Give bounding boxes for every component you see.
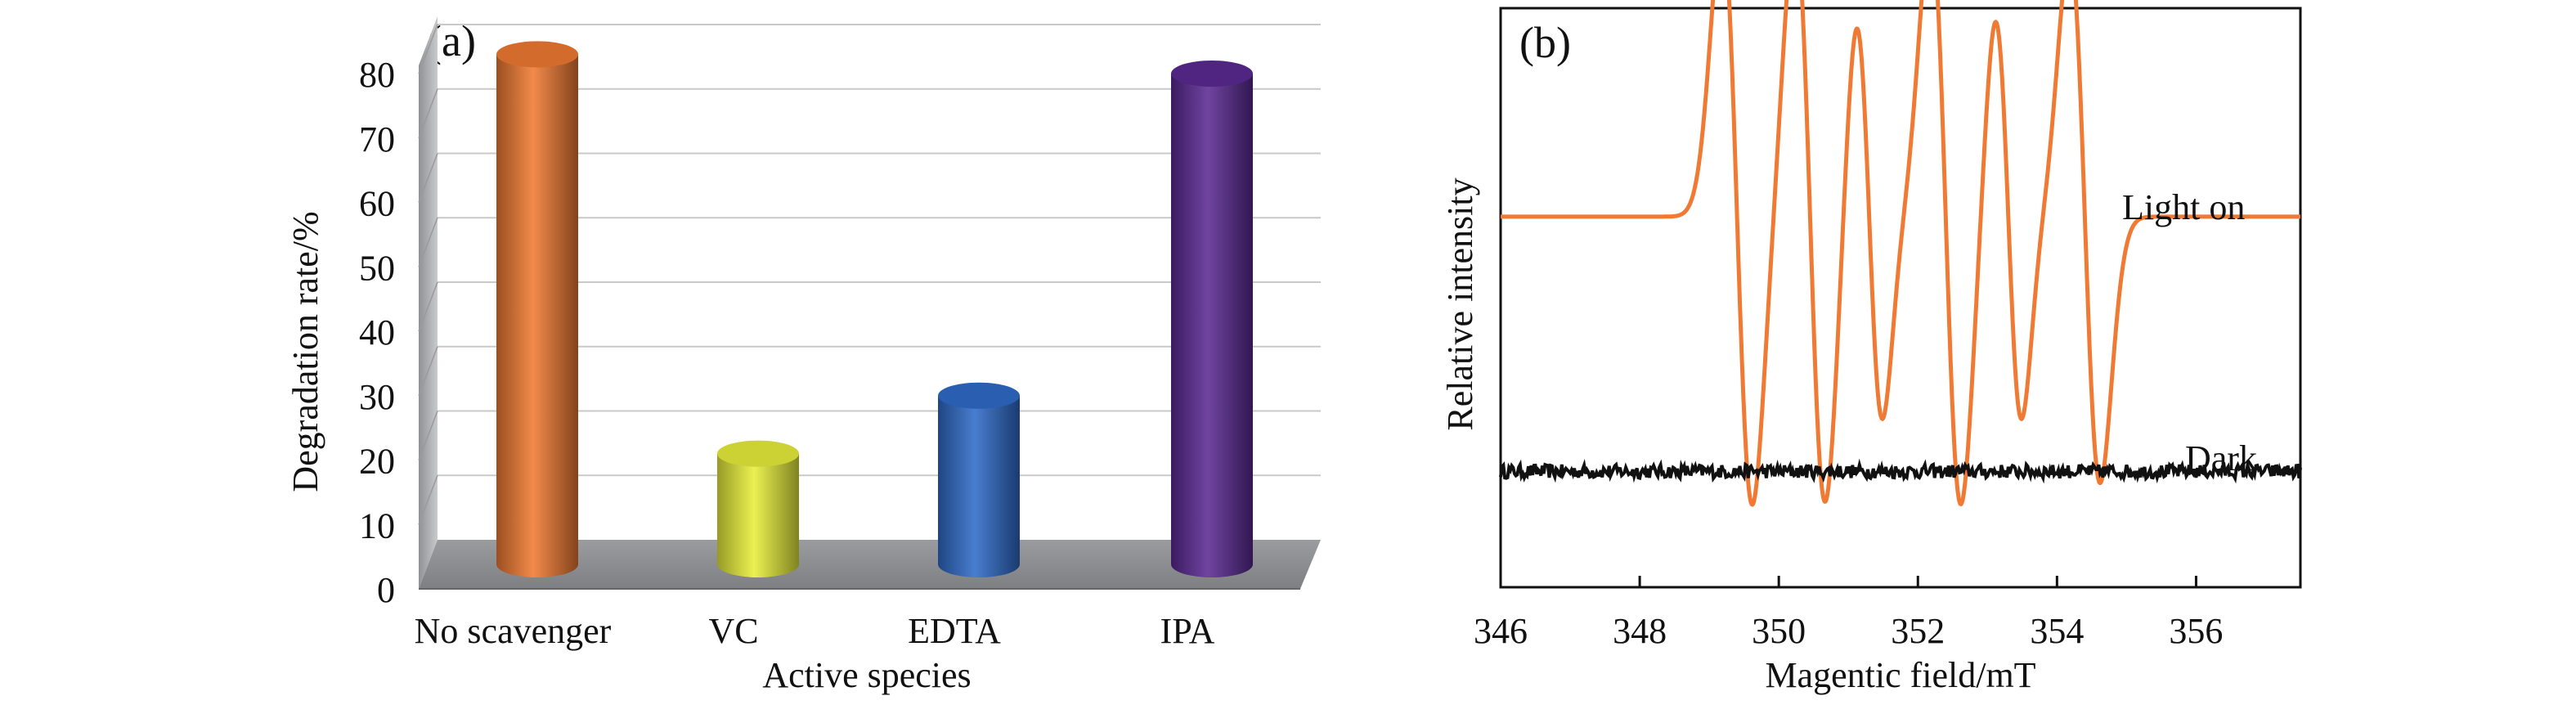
gridline (418, 153, 438, 203)
bar-top (1171, 61, 1253, 87)
y-tick-label: 10 (359, 505, 395, 546)
chart-b-series (1499, 0, 2302, 507)
series-line-light-on (1499, 0, 2302, 507)
y-tick-label: 50 (359, 248, 395, 288)
gridline (418, 217, 438, 267)
chart-b-x-axis-title: Magentic field/mT (1765, 655, 2035, 695)
gridline (418, 281, 438, 332)
bar (496, 54, 578, 577)
bar (717, 453, 799, 577)
x-tick-label: 354 (2030, 611, 2084, 651)
bar-top (496, 41, 578, 68)
x-tick-label: 350 (1752, 611, 1806, 651)
x-tick-label: 356 (2169, 611, 2223, 651)
y-tick-label: 30 (359, 377, 395, 417)
gridline (418, 411, 438, 460)
chart-b-y-axis-title: Relative intensity (1440, 177, 1480, 430)
y-tick-label: 70 (359, 119, 395, 159)
gridline (418, 474, 438, 525)
series-line-dark (1499, 458, 2302, 484)
series-label-light-on: Light on (2122, 187, 2245, 227)
x-tick-label: 348 (1613, 611, 1667, 651)
chart-a-x-axis-title: Active species (762, 655, 971, 695)
chart-a-floor (419, 540, 1321, 589)
y-tick-label: 0 (377, 570, 395, 610)
x-tick-label: IPA (1160, 611, 1215, 651)
x-tick-label: 346 (1474, 611, 1528, 651)
chart-a-y-ticks: 0 10 20 30 40 50 60 70 80 (359, 55, 395, 610)
bar-top (717, 440, 799, 467)
bar (1171, 74, 1253, 577)
chart-a-y-axis-title: Degradation rate/% (285, 211, 325, 492)
chart-b-x-ticks: 346 348 350 352 354 356 (1474, 576, 2223, 651)
chart-a-bars (496, 41, 1253, 577)
x-tick-label: 352 (1891, 611, 1945, 651)
x-tick-label: EDTA (908, 611, 1001, 651)
chart-a-x-ticks: No scavenger VC EDTA IPA (415, 611, 1215, 651)
y-tick-label: 40 (359, 312, 395, 352)
panel-b-label: (b) (1519, 18, 1571, 67)
y-tick-label: 20 (359, 442, 395, 482)
bar (938, 395, 1020, 577)
bar-top (938, 382, 1020, 409)
gridline (418, 24, 438, 74)
series-label-dark: Dark (2185, 438, 2257, 478)
gridline (418, 88, 438, 139)
gridline (418, 346, 438, 397)
chart-a-side-wall (419, 16, 438, 589)
y-tick-label: 80 (359, 55, 395, 95)
x-tick-label: No scavenger (415, 611, 612, 651)
x-tick-label: VC (708, 611, 758, 651)
y-tick-label: 60 (359, 184, 395, 224)
chart-b-plot-frame (1499, 7, 2302, 589)
panel-b: (b) 346 348 350 352 354 356 Light on Dark Mag… (1440, 0, 2302, 695)
